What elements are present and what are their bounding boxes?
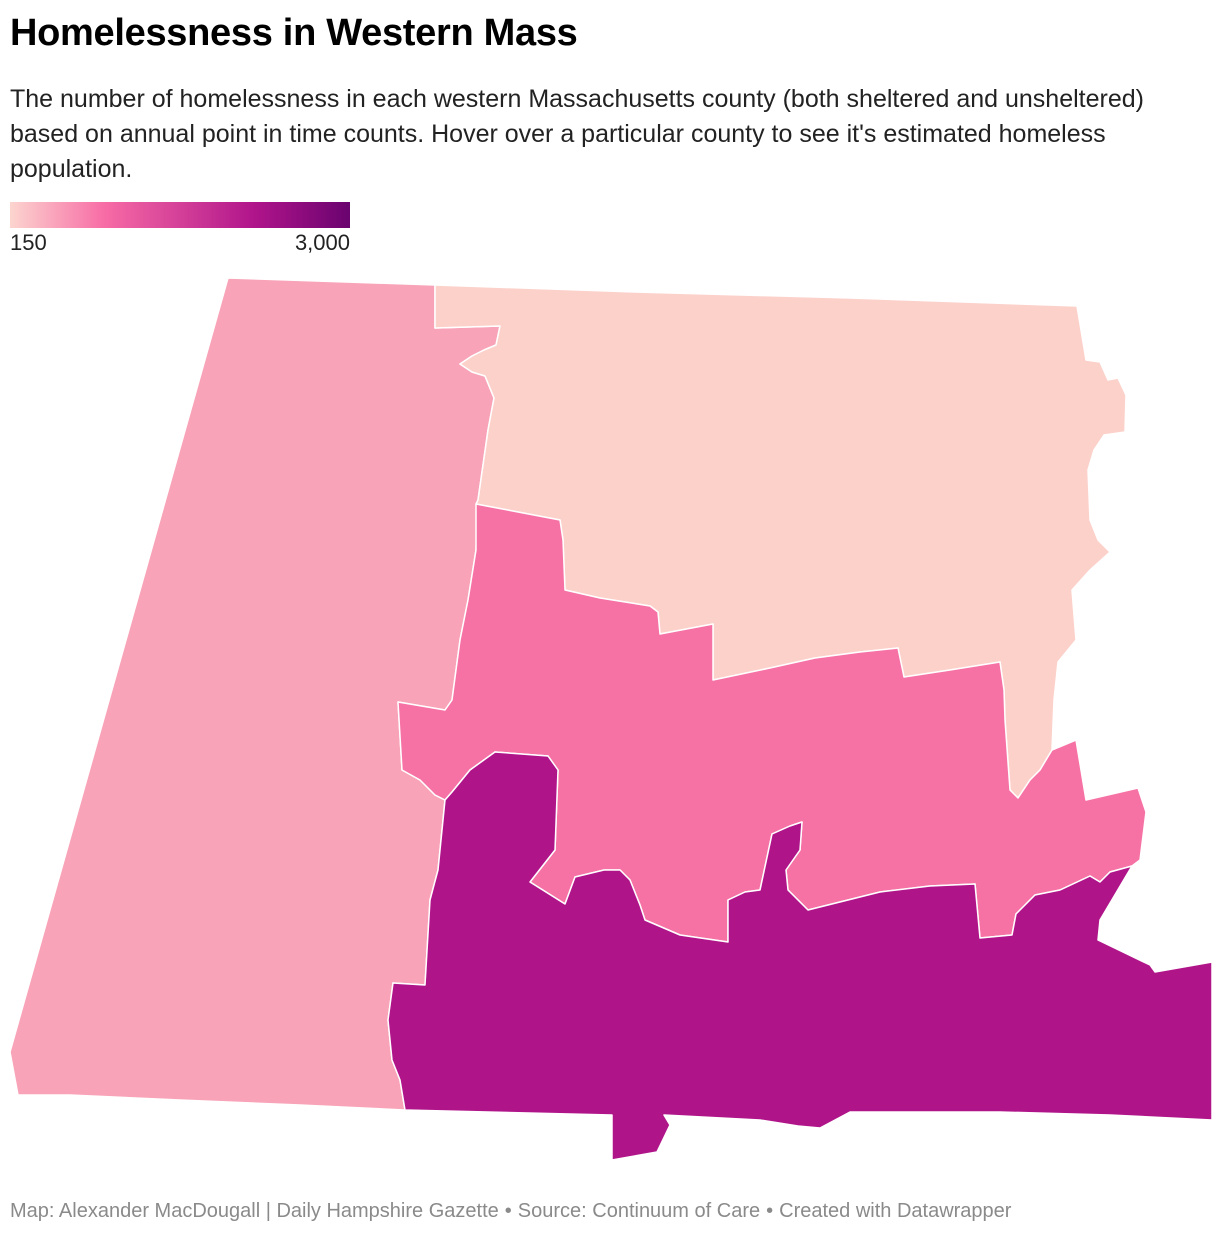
footer-separator-1: • <box>504 1200 512 1222</box>
color-legend: 150 3,000 <box>10 202 350 258</box>
legend-gradient-bar <box>10 202 350 228</box>
footer-credits: Map: Alexander MacDougall | Daily Hampsh… <box>10 1200 1011 1223</box>
source-credit: Source: Continuum of Care <box>517 1200 761 1222</box>
legend-labels: 150 3,000 <box>10 228 350 258</box>
county-hampden[interactable] <box>387 751 1213 1161</box>
chart-description: The number of homelessness in each weste… <box>10 85 1144 183</box>
footer-separator-2: • <box>766 1200 774 1222</box>
legend-max-label: 3,000 <box>294 230 350 255</box>
legend-min-label: 150 <box>10 230 47 255</box>
chart-title: Homelessness in Western Mass <box>10 12 578 54</box>
tool-credit: Created with Datawrapper <box>779 1200 1012 1222</box>
map-credit: Map: Alexander MacDougall | Daily Hampsh… <box>10 1200 499 1222</box>
